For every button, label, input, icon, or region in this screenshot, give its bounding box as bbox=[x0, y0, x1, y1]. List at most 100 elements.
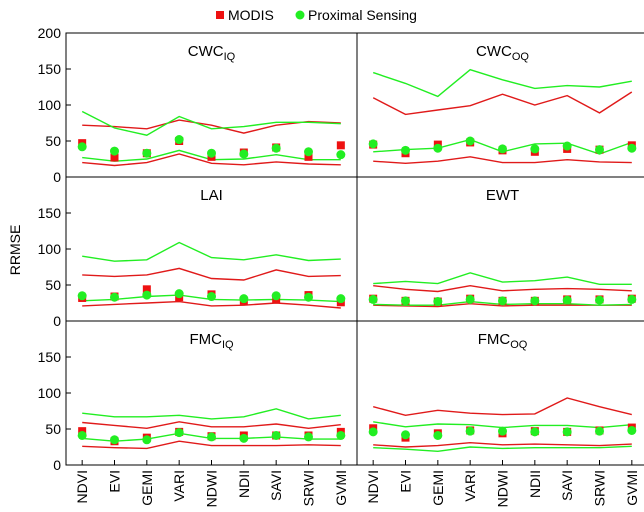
point-proximal-ndvi bbox=[77, 291, 87, 301]
point-proximal-evi bbox=[110, 292, 119, 302]
panel-ewt: EWT bbox=[356, 176, 644, 322]
point-proximal-srwi bbox=[304, 432, 313, 442]
point-proximal-ndvi bbox=[77, 142, 87, 152]
point-proximal-srwi bbox=[304, 147, 313, 157]
panels: 0 50 100 150 200 CWCIQ CWCOQ 0 50 100 150 LAI EWT 0 50… bbox=[38, 25, 644, 473]
series-line-red-upper bbox=[373, 397, 632, 417]
point-proximal-gvmi bbox=[627, 425, 637, 435]
panel-title-subscript: OQ bbox=[510, 339, 528, 351]
x-tick-labels: NDVI EVI GEMI VARI NDWI NDII SAVI SRWI GVMI NDVI E… bbox=[74, 470, 640, 507]
point-proximal-gvmi bbox=[336, 294, 346, 304]
point-proximal-vari bbox=[465, 426, 475, 436]
y-tick-label: 0 bbox=[53, 313, 61, 329]
point-proximal-gemi bbox=[142, 290, 152, 300]
y-tick-label: 150 bbox=[38, 205, 62, 221]
y-tick-label: 50 bbox=[45, 133, 61, 149]
point-proximal-savi bbox=[562, 295, 572, 305]
point-proximal-gemi bbox=[433, 430, 443, 440]
panel-fmc-oq: FMCOQ bbox=[356, 320, 644, 466]
y-tick-label: 100 bbox=[38, 241, 62, 257]
y-tick-label: 0 bbox=[53, 169, 61, 185]
point-proximal-evi bbox=[401, 296, 410, 306]
point-proximal-ndvi bbox=[77, 430, 87, 440]
panel-title: EWT bbox=[486, 187, 519, 204]
point-proximal-ndwi bbox=[498, 426, 507, 436]
x-tick-label-gvmi: GVMI bbox=[333, 470, 349, 506]
point-proximal-vari bbox=[465, 294, 475, 304]
series-line-green-upper bbox=[82, 408, 341, 420]
point-proximal-evi bbox=[110, 435, 119, 445]
point-proximal-ndwi bbox=[498, 144, 507, 154]
point-proximal-ndwi bbox=[207, 292, 216, 302]
x-tick-label-gemi: GEMI bbox=[430, 470, 446, 506]
panel-title: CWCIQ bbox=[188, 43, 236, 63]
point-proximal-srwi bbox=[595, 295, 604, 305]
x-tick-label-vari: VARI bbox=[171, 470, 187, 502]
y-tick-label: 0 bbox=[53, 457, 61, 473]
legend-label-modis: MODIS bbox=[228, 7, 274, 23]
legend-marker-modis bbox=[216, 11, 224, 19]
x-tick-label-gemi: GEMI bbox=[139, 470, 155, 506]
panel-title-subscript: IQ bbox=[222, 339, 234, 351]
x-tick-label-gvmi: GVMI bbox=[624, 470, 640, 506]
x-tick-label-ndvi: NDVI bbox=[365, 470, 381, 503]
x-tick-label-savi: SAVI bbox=[559, 470, 575, 501]
point-proximal-evi bbox=[401, 145, 410, 155]
point-proximal-savi bbox=[562, 427, 572, 437]
y-tick-label: 100 bbox=[38, 97, 62, 113]
x-tick-label-evi: EVI bbox=[107, 470, 123, 493]
series-line-red-lower bbox=[82, 300, 341, 309]
point-modis-gvmi bbox=[336, 141, 345, 150]
point-proximal-savi bbox=[562, 141, 572, 151]
point-proximal-ndii bbox=[239, 149, 249, 159]
legend: MODIS Proximal Sensing bbox=[216, 7, 417, 23]
panel-title: CWCOQ bbox=[476, 43, 529, 63]
point-proximal-srwi bbox=[595, 145, 604, 155]
legend-label-proximal: Proximal Sensing bbox=[308, 7, 417, 23]
panel-title: FMCIQ bbox=[189, 331, 234, 351]
series-line-red-lower bbox=[82, 153, 341, 167]
series-line-green-upper bbox=[373, 272, 632, 285]
series-line-red-upper bbox=[82, 421, 341, 430]
point-proximal-gemi bbox=[433, 143, 443, 153]
y-tick-label: 150 bbox=[38, 61, 62, 77]
point-proximal-ndii bbox=[239, 433, 249, 443]
panel-cwc-iq: 0 50 100 150 200 CWCIQ bbox=[38, 25, 358, 185]
panel-title-subscript: OQ bbox=[512, 51, 530, 63]
point-proximal-ndii bbox=[530, 296, 540, 306]
x-tick-label-srwi: SRWI bbox=[301, 470, 317, 506]
point-proximal-vari bbox=[174, 135, 184, 145]
point-proximal-vari bbox=[174, 289, 184, 299]
panel-title: FMCOQ bbox=[478, 331, 528, 351]
point-proximal-evi bbox=[110, 146, 119, 156]
x-tick-label-ndii: NDII bbox=[527, 470, 543, 498]
point-proximal-ndvi bbox=[368, 427, 378, 437]
series-line-red-lower bbox=[373, 156, 632, 165]
x-tick-label-ndwi: NDWI bbox=[204, 470, 220, 507]
series-line-red-lower bbox=[82, 440, 341, 450]
x-tick-label-vari: VARI bbox=[462, 470, 478, 502]
point-modis-srwi bbox=[304, 152, 313, 161]
point-proximal-vari bbox=[174, 428, 184, 438]
panel-title-subscript: IQ bbox=[224, 51, 236, 63]
series-line-green-lower bbox=[373, 445, 632, 453]
y-tick-label: 150 bbox=[38, 349, 62, 365]
point-proximal-gvmi bbox=[336, 430, 346, 440]
series-line-green-upper bbox=[372, 68, 632, 98]
point-proximal-srwi bbox=[595, 426, 604, 436]
point-proximal-vari bbox=[465, 136, 475, 146]
point-modis-evi bbox=[110, 153, 119, 162]
series-line-green-upper bbox=[82, 241, 341, 262]
point-proximal-savi bbox=[271, 143, 281, 153]
series-line-red-lower bbox=[373, 441, 632, 448]
point-proximal-savi bbox=[271, 291, 281, 301]
point-proximal-evi bbox=[401, 430, 410, 440]
panel-fmc-iq: 0 50 100 150 FMCIQ bbox=[38, 320, 358, 473]
point-proximal-ndwi bbox=[498, 296, 507, 306]
y-axis-label: RRMSE bbox=[7, 225, 23, 276]
y-tick-label: 200 bbox=[38, 25, 62, 41]
panel-title: LAI bbox=[200, 187, 223, 204]
point-proximal-gvmi bbox=[336, 150, 346, 160]
series-line-red-upper bbox=[373, 284, 632, 293]
